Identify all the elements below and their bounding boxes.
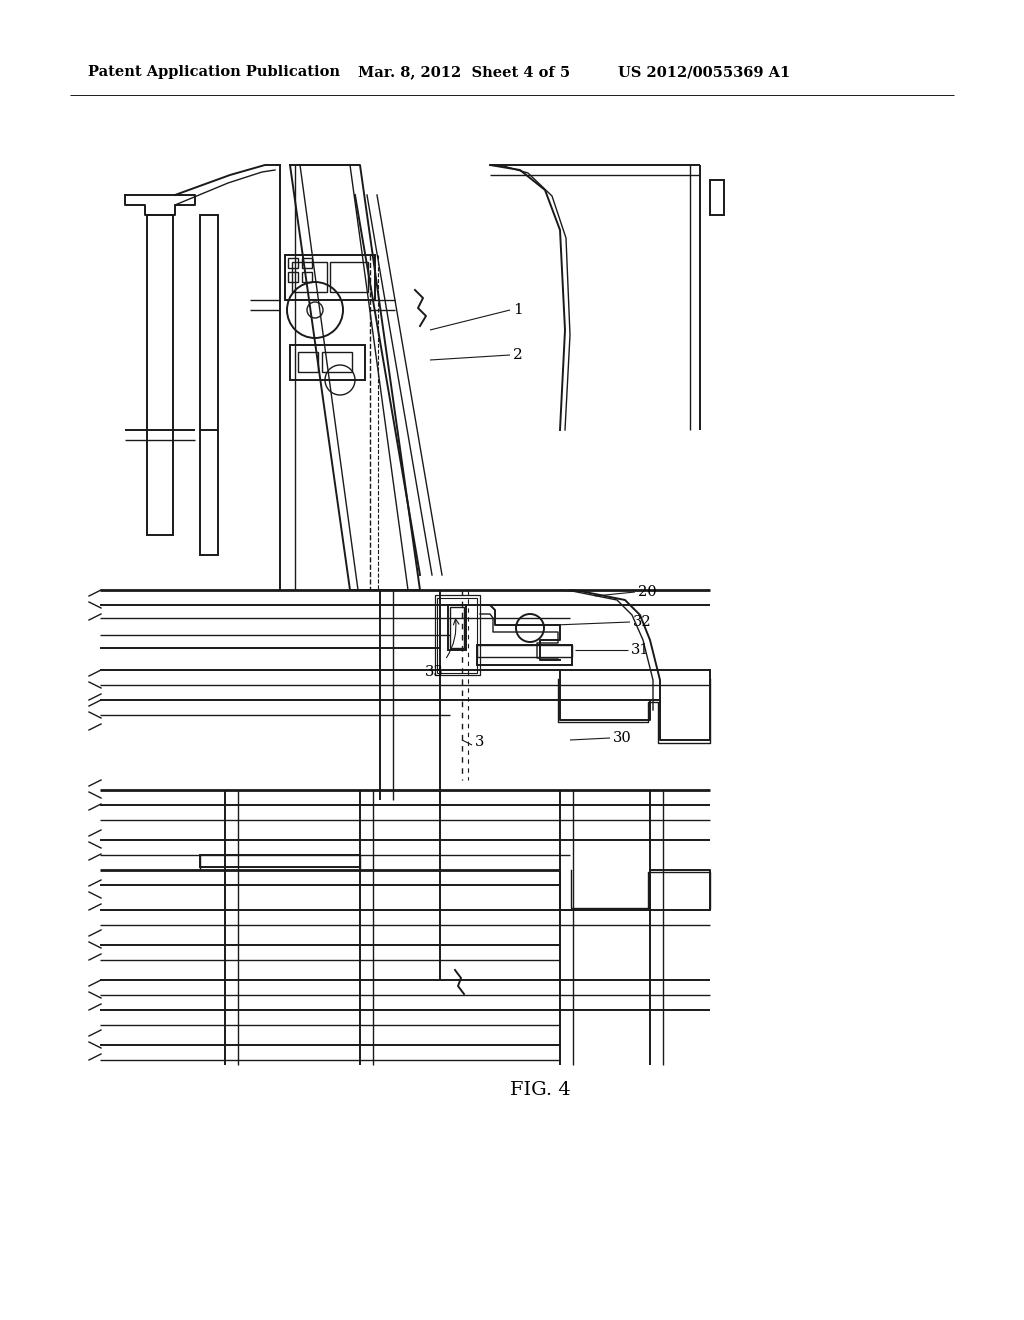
Bar	[435, 595, 480, 675]
Bar	[450, 607, 464, 648]
Bar	[288, 272, 298, 282]
Bar	[449, 605, 466, 649]
Bar	[200, 215, 218, 554]
Bar	[302, 257, 312, 268]
Text: 20: 20	[638, 585, 656, 599]
Bar	[298, 352, 318, 372]
Bar	[147, 215, 173, 535]
Bar	[302, 272, 312, 282]
Bar	[477, 645, 572, 657]
Bar	[290, 345, 365, 380]
Text: Mar. 8, 2012  Sheet 4 of 5: Mar. 8, 2012 Sheet 4 of 5	[358, 65, 570, 79]
Text: 33: 33	[425, 665, 443, 678]
Bar	[437, 598, 477, 673]
Text: FIG. 4: FIG. 4	[510, 1081, 570, 1100]
Text: 30: 30	[613, 731, 632, 744]
Bar	[477, 645, 572, 665]
Bar	[292, 261, 327, 292]
Text: Patent Application Publication: Patent Application Publication	[88, 65, 340, 79]
Text: 1: 1	[513, 304, 522, 317]
Bar	[200, 855, 360, 867]
Text: 32: 32	[633, 615, 651, 630]
Text: 31: 31	[631, 643, 649, 657]
Bar	[710, 180, 724, 215]
Bar	[330, 261, 368, 292]
Text: 3: 3	[475, 735, 484, 748]
Bar	[288, 257, 298, 268]
Text: US 2012/0055369 A1: US 2012/0055369 A1	[618, 65, 791, 79]
Bar	[322, 352, 352, 372]
Bar	[285, 255, 375, 300]
Text: 2: 2	[513, 348, 522, 362]
